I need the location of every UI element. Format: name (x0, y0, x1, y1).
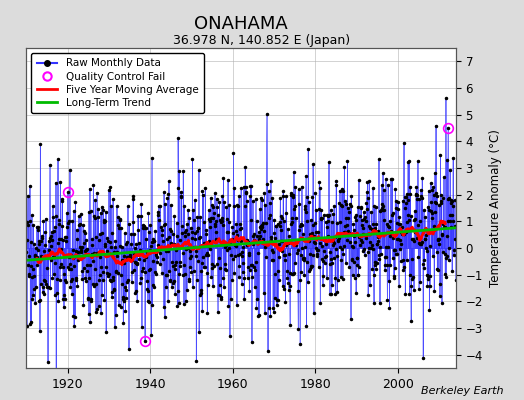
Title: ONAHAMA: ONAHAMA (194, 14, 288, 32)
Text: 36.978 N, 140.852 E (Japan): 36.978 N, 140.852 E (Japan) (173, 34, 351, 47)
Text: Berkeley Earth: Berkeley Earth (421, 386, 503, 396)
Y-axis label: Temperature Anomaly (°C): Temperature Anomaly (°C) (488, 129, 501, 287)
Legend: Raw Monthly Data, Quality Control Fail, Five Year Moving Average, Long-Term Tren: Raw Monthly Data, Quality Control Fail, … (31, 53, 204, 113)
